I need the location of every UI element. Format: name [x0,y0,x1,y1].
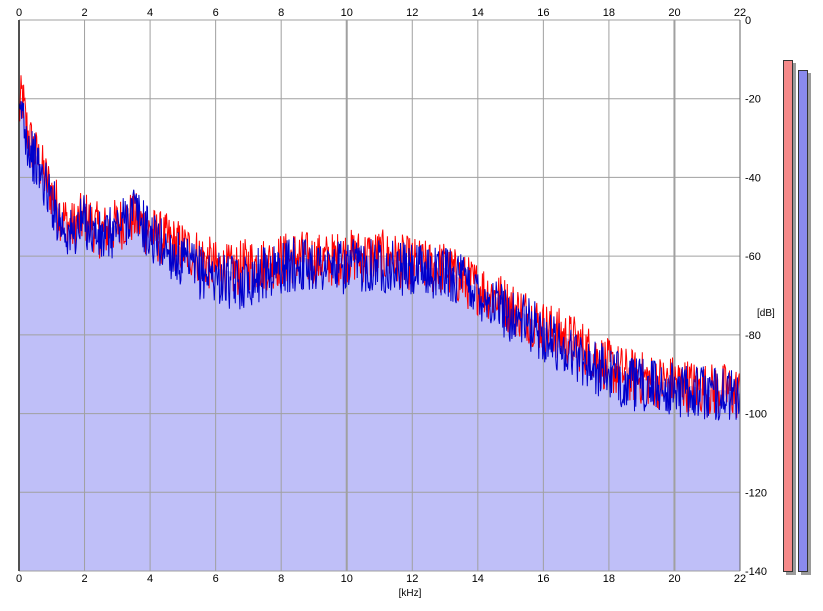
x-tick-label-top: 18 [603,7,615,19]
y-tick-label: -20 [745,94,761,106]
x-tick-label-bottom: 2 [81,573,87,585]
y-tick-label: -80 [745,330,761,342]
x-tick-label-bottom: 22 [734,573,746,585]
y-tick-label: -120 [745,487,767,499]
y-tick-label: 0 [745,15,751,27]
x-tick-label-bottom: 20 [668,573,680,585]
x-tick-label-top: 8 [278,7,284,19]
x-tick-label-bottom: 18 [603,573,615,585]
x-tick-label-bottom: 16 [537,573,549,585]
x-tick-label-top: 10 [341,7,353,19]
x-tick-label-top: 12 [406,7,418,19]
x-tick-label-bottom: 14 [472,573,484,585]
x-tick-label-bottom: 0 [16,573,22,585]
x-tick-label-bottom: 4 [147,573,153,585]
x-tick-label-top: 4 [147,7,153,19]
x-tick-label-top: 20 [668,7,680,19]
y-tick-label: -140 [745,566,767,578]
spectrum-fill-area [19,94,740,572]
x-axis-top-ticks: 0 2 4 6 8 10 12 14 16 18 20 22 [16,7,746,19]
spectrum-series [18,75,741,421]
y-axis-right-ticks: 0 -20 -40 -60 -80 -100 -120 -140 [745,15,767,578]
x-tick-label-top: 22 [734,7,746,19]
x-tick-label-bottom: 6 [213,573,219,585]
level-meter-right [798,70,808,572]
y-axis-unit-label: [dB] [757,308,775,319]
x-tick-label-top: 6 [213,7,219,19]
x-tick-label-bottom: 10 [341,573,353,585]
level-meter-left [783,59,793,572]
spectrum-channel-2 [18,101,741,421]
x-tick-label-top: 0 [16,7,22,19]
y-tick-label: -100 [745,409,767,421]
spectrum-fill [19,94,740,572]
y-tick-label: -40 [745,172,761,184]
x-axis-bottom-ticks: 0 2 4 6 8 10 12 14 16 18 20 22 [16,573,746,585]
x-tick-label-top: 14 [472,7,484,19]
x-axis-unit-label: [kHz] [399,588,422,599]
x-tick-label-top: 2 [81,7,87,19]
x-tick-label-top: 16 [537,7,549,19]
y-tick-label: -60 [745,251,761,263]
x-tick-label-bottom: 12 [406,573,418,585]
x-tick-label-bottom: 8 [278,573,284,585]
